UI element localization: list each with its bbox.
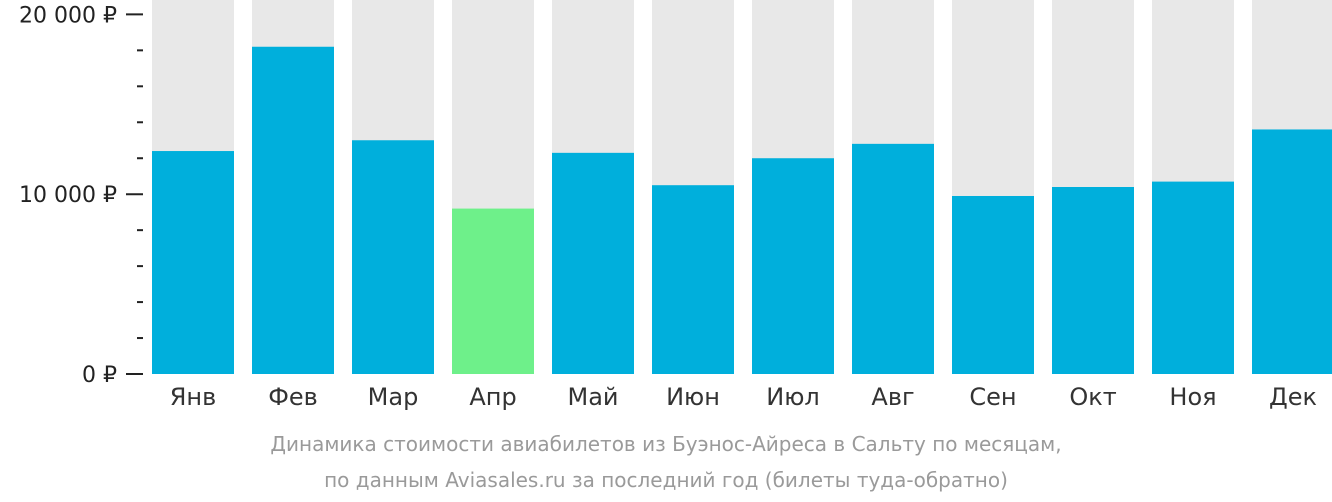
bar-Май[interactable] (552, 152, 634, 374)
x-tick-label: Дек (1269, 383, 1317, 411)
x-tick-label: Июл (766, 383, 820, 411)
bar-Мар[interactable] (352, 140, 434, 374)
price-chart: 0 ₽ 10 000 ₽ 20 000 ₽ Янв Фев Мар Апр Май Июн Ию… (19, 0, 1332, 411)
bar-Фев[interactable] (252, 46, 334, 374)
bar-Дек[interactable] (1252, 129, 1332, 374)
x-axis-labels: Янв Фев Мар Апр Май Июн Июл Авг Сен Окт Ноя Дек (170, 383, 1317, 411)
bar-Сен[interactable] (952, 195, 1034, 374)
x-tick-label: Авг (871, 383, 914, 411)
x-tick-label: Янв (170, 383, 217, 411)
bar-Апр[interactable] (452, 208, 534, 374)
caption-line-1: Динамика стоимости авиабилетов из Буэнос… (270, 432, 1062, 456)
x-tick-label: Ноя (1169, 383, 1216, 411)
bar-Ноя[interactable] (1152, 181, 1234, 374)
bar-Июл[interactable] (752, 158, 834, 374)
x-tick-label: Сен (969, 383, 1016, 411)
y-tick-label: 0 ₽ (82, 363, 117, 388)
bar-Авг[interactable] (852, 143, 934, 374)
bars (152, 0, 1332, 374)
x-tick-label: Май (567, 383, 618, 411)
x-tick-label: Окт (1069, 383, 1116, 411)
caption-line-2: по данным Aviasales.ru за последний год … (324, 468, 1008, 492)
bar-Янв[interactable] (152, 151, 234, 374)
y-axis: 0 ₽ 10 000 ₽ 20 000 ₽ (19, 3, 143, 388)
x-tick-label: Мар (368, 383, 419, 411)
x-tick-label: Июн (666, 383, 720, 411)
x-tick-label: Апр (469, 383, 516, 411)
bar-Окт[interactable] (1052, 187, 1134, 374)
y-tick-label: 20 000 ₽ (19, 3, 117, 28)
y-tick-label: 10 000 ₽ (19, 183, 117, 208)
bar-Июн[interactable] (652, 185, 734, 374)
x-tick-label: Фев (268, 383, 318, 411)
